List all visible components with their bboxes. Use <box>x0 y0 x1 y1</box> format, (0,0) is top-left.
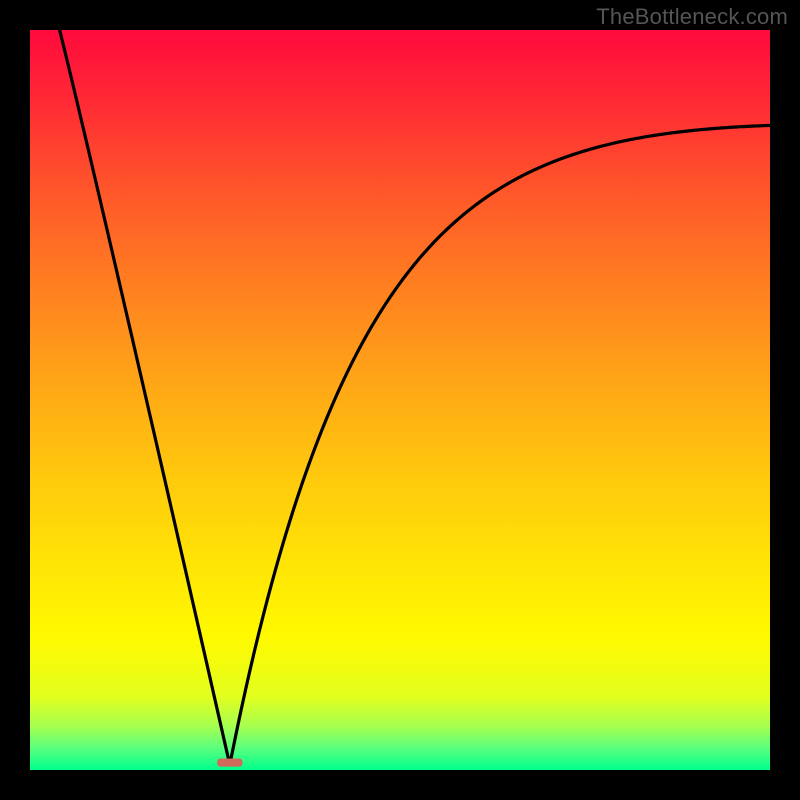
chart-stage: TheBottleneck.com <box>0 0 800 800</box>
minimum-marker <box>217 759 242 767</box>
bottleneck-chart <box>0 0 800 800</box>
watermark-text: TheBottleneck.com <box>596 4 788 30</box>
plot-area <box>30 30 770 770</box>
